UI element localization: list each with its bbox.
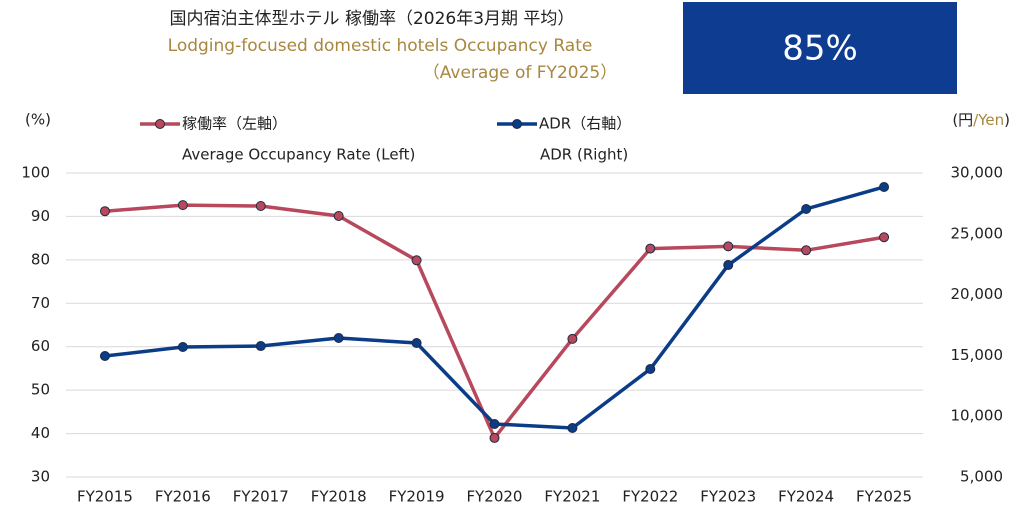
legend-label: ADR (Right)	[540, 146, 628, 164]
marker	[801, 245, 812, 256]
x-tick-label: FY2023	[700, 488, 756, 506]
x-tick-label: FY2020	[467, 488, 523, 506]
marker	[411, 337, 422, 348]
x-tick-label: FY2016	[155, 488, 211, 506]
marker	[333, 210, 344, 221]
y2-label-part: /Yen	[973, 111, 1004, 129]
marker	[333, 333, 344, 344]
highlight-box	[683, 2, 957, 94]
line	[104, 185, 885, 430]
y-tick-label: 70	[31, 294, 50, 312]
x-tick-label: FY2015	[77, 488, 133, 506]
x-tick-label: FY2025	[856, 488, 912, 506]
y2-tick-label: 30,000	[951, 164, 1004, 182]
legend-marker	[155, 119, 165, 129]
legend-label: ADR（右軸）	[539, 115, 631, 133]
subtitle: Lodging-focused domestic hotels Occupanc…	[168, 36, 593, 56]
marker	[645, 364, 656, 375]
marker	[567, 422, 578, 433]
marker	[255, 341, 266, 352]
subtitle: （Average of FY2025）	[423, 63, 617, 83]
marker	[489, 432, 500, 443]
y2-tick-label: 15,000	[951, 346, 1004, 364]
marker	[723, 241, 734, 252]
marker	[411, 255, 422, 266]
title: 国内宿泊主体型ホテル 稼働率（2026年3月期 平均）	[170, 9, 575, 29]
y2-tick-label: 5,000	[960, 468, 1003, 486]
y2-tick-label: 25,000	[951, 224, 1004, 242]
marker	[177, 342, 188, 353]
marker	[567, 333, 578, 344]
y-tick-label: 80	[31, 250, 50, 268]
marker	[489, 418, 500, 429]
marker	[723, 260, 734, 271]
legend-label: Average Occupancy Rate (Left)	[182, 146, 415, 164]
y-tick-label: 90	[31, 207, 50, 225]
y-tick-label: 50	[31, 381, 50, 399]
y2-label-part: (円	[952, 111, 973, 129]
legend-marker	[512, 119, 522, 129]
marker	[177, 200, 188, 211]
legend-label: 稼働率（左軸）	[182, 115, 287, 133]
marker	[255, 201, 266, 212]
y-tick-label: 60	[31, 337, 50, 355]
x-tick-label: FY2017	[233, 488, 289, 506]
y-tick-label: 100	[21, 164, 50, 182]
y-axis-label: (%)	[25, 111, 51, 129]
y2-tick-label: 10,000	[951, 407, 1004, 425]
marker	[879, 232, 890, 243]
marker	[645, 243, 656, 254]
line	[104, 203, 885, 442]
x-tick-label: FY2022	[622, 488, 678, 506]
x-tick-label: FY2024	[778, 488, 834, 506]
highlight-value: 85%	[782, 29, 858, 69]
marker	[879, 181, 890, 192]
marker	[801, 203, 812, 214]
marker	[99, 351, 110, 362]
y2-axis-label: (円/Yen)	[952, 111, 1010, 129]
y2-tick-label: 20,000	[951, 285, 1004, 303]
y-tick-label: 30	[31, 468, 50, 486]
x-tick-label: FY2021	[544, 488, 600, 506]
x-tick-label: FY2019	[389, 488, 445, 506]
marker	[99, 206, 110, 217]
x-tick-label: FY2018	[311, 488, 367, 506]
y-tick-label: 40	[31, 424, 50, 442]
y2-label-part: )	[1004, 111, 1010, 129]
